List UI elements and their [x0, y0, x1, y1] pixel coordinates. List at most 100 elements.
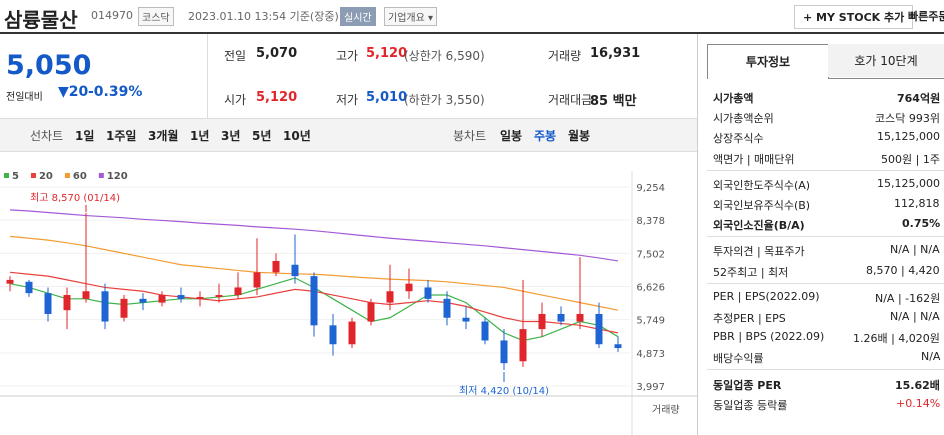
summary-note: (하한가 3,550)	[404, 93, 485, 107]
divider	[207, 34, 208, 118]
legend-label: 5	[12, 171, 19, 182]
info-label: 외국인소진율(B/A)	[713, 219, 805, 233]
info-value: 15.62배	[895, 378, 940, 392]
y-tick-label: 4,873	[636, 349, 665, 360]
candle-body	[234, 287, 242, 296]
candle-body	[139, 298, 147, 303]
candle-body	[25, 281, 33, 294]
line-chart-label: 선차트	[30, 129, 64, 143]
info-value: 15,125,000	[877, 130, 940, 144]
overview-button[interactable]: 기업개요 ▾	[384, 7, 437, 26]
legend-label: 60	[73, 171, 87, 182]
period-button[interactable]: 3년	[221, 129, 241, 143]
quick-order[interactable]: 빠른주문	[908, 10, 944, 23]
info-value: 0.75%	[902, 217, 941, 231]
summary-label: 거래량	[548, 49, 582, 63]
info-value: 1.26배 | 4,020원	[853, 332, 940, 346]
period-button[interactable]: 3개월	[148, 129, 179, 143]
tab[interactable]: 호가 10단계	[828, 44, 944, 77]
candle-body	[614, 344, 622, 349]
candle-body	[443, 298, 451, 318]
candle-body	[519, 329, 527, 362]
candle-body	[329, 325, 337, 345]
info-label: 시가총액	[713, 92, 754, 105]
info-label: 동일업종 등락률	[713, 398, 788, 412]
candle-chart-label: 봉차트	[453, 129, 487, 143]
legend-swatch	[4, 173, 9, 178]
time: 2023.01.10 13:54 기준(장중)	[188, 10, 339, 23]
info-value: 8,570 | 4,420	[866, 263, 940, 277]
info-label: 동일업종 PER	[713, 378, 782, 392]
summary-value: 5,120	[256, 90, 298, 105]
change-label: 전일대비	[6, 92, 43, 103]
y-tick-label: 5,749	[636, 316, 665, 327]
info-value: N/A	[921, 350, 941, 364]
summary-label: 시가	[224, 93, 247, 107]
period-button[interactable]: 1주일	[106, 129, 137, 143]
info-value: 15,125,000	[877, 176, 940, 190]
candle-body	[310, 276, 318, 326]
change: ▼20	[58, 84, 89, 100]
candle-body	[462, 317, 470, 322]
legend-label: 120	[107, 171, 128, 182]
chart: 9,254 8,378 7,502 6,626 5,749 4,873 3,997 거래량 5 2…	[0, 171, 698, 435]
legend-swatch	[64, 173, 70, 178]
info-label: 추정PER | EPS	[713, 312, 786, 325]
volume-label: 거래량	[652, 404, 680, 416]
separator	[707, 282, 944, 284]
candle-body	[82, 291, 90, 299]
summary-note: (상한가 6,590)	[404, 49, 485, 63]
candle-body	[101, 291, 109, 322]
candle-body	[215, 295, 223, 297]
info-value: N/A | -162원	[875, 291, 941, 305]
info-label: 상장주식수	[713, 132, 764, 146]
candle-body	[196, 296, 204, 299]
legend-swatch	[98, 173, 104, 178]
info-value: N/A | N/A	[890, 310, 940, 323]
info-label: 액면가 | 매매단위	[713, 152, 795, 166]
candle-button[interactable]: 주봉	[534, 129, 557, 143]
info-label: PBR | BPS (2022.09)	[713, 330, 825, 344]
candle-body	[424, 287, 432, 299]
summary-label: 저가	[336, 93, 359, 107]
info-label: 투자의견 | 목표주가	[713, 245, 805, 259]
period-button[interactable]: 5년	[252, 129, 272, 143]
summary-label: 거래대금	[548, 93, 593, 107]
candle-body	[272, 260, 280, 273]
current-price: 5,050	[6, 50, 92, 81]
summary-value: 16,931	[590, 46, 641, 61]
candle-button[interactable]: 일봉	[500, 129, 523, 143]
info-value: 112,818	[894, 197, 940, 210]
period-bar	[0, 118, 698, 152]
info-label: 시가총액순위	[713, 112, 774, 126]
moving-average	[9, 209, 619, 262]
legend-swatch	[30, 173, 36, 178]
candle-body	[44, 293, 52, 314]
market-badge: 코스닥	[138, 7, 174, 26]
y-tick-label: 9,254	[636, 183, 665, 194]
info-label: 외국인보유주식수(B)	[713, 199, 811, 212]
candle-body	[386, 291, 394, 303]
candle-body	[120, 298, 128, 318]
change-pct: -0.39%	[88, 84, 143, 100]
y-tick-label: 3,997	[636, 382, 665, 393]
summary-value: 5,070	[256, 46, 298, 61]
candle-body	[595, 313, 603, 345]
info-value: 코스닥 993위	[875, 112, 940, 126]
y-tick-label: 7,502	[636, 249, 665, 260]
candle-body	[576, 313, 584, 322]
info-label: PER | EPS(2022.09)	[713, 289, 820, 303]
period-button[interactable]: 10년	[283, 129, 311, 143]
candle-button[interactable]: 월봉	[568, 129, 591, 143]
candle-body	[557, 313, 565, 322]
period-button[interactable]: 1일	[75, 129, 95, 143]
info-label: 배당수익률	[713, 352, 764, 366]
info-value: 500원 | 1주	[881, 152, 940, 166]
period-button[interactable]: 1년	[190, 129, 210, 143]
mystock-button[interactable]: + MY STOCK 추가	[794, 5, 914, 29]
tab[interactable]: 투자정보	[707, 44, 829, 79]
candle-body	[500, 340, 508, 364]
legend-label: 20	[39, 171, 53, 182]
separator	[707, 236, 944, 238]
candle-body	[481, 321, 489, 341]
